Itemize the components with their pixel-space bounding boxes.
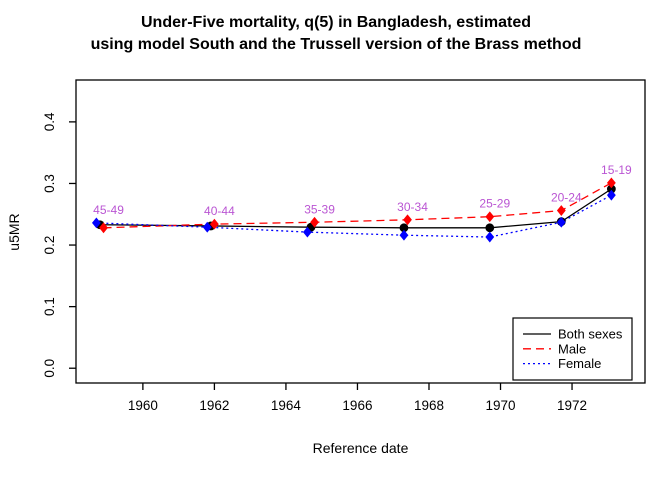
x-tick-label: 1962 xyxy=(199,398,229,413)
series-line-female xyxy=(96,194,612,238)
age-group-label: 40-44 xyxy=(204,204,235,218)
data-point-male xyxy=(99,222,108,234)
legend-box xyxy=(512,317,633,381)
y-tick-label: 0.3 xyxy=(42,174,57,193)
x-tick-label: 1970 xyxy=(485,398,515,413)
data-point-male xyxy=(485,211,495,223)
data-point-female xyxy=(556,216,566,228)
data-point-female xyxy=(302,226,312,238)
data-point-both-sexes xyxy=(606,184,616,194)
y-tick-label: 0.2 xyxy=(42,236,57,255)
x-tick-label: 1964 xyxy=(271,398,302,413)
age-group-label: 25-29 xyxy=(479,197,510,211)
age-group-label: 30-34 xyxy=(397,200,428,214)
data-point-male xyxy=(210,218,219,230)
y-tick-label: 0.0 xyxy=(42,359,57,378)
x-tick-label: 1966 xyxy=(342,398,372,413)
series-line-both-sexes xyxy=(99,188,612,229)
chart-title-line1: Under-Five mortality, q(5) in Bangladesh… xyxy=(141,14,531,31)
data-point-female xyxy=(399,229,409,241)
y-tick-label: 0.4 xyxy=(42,112,57,131)
x-tick-label: 1968 xyxy=(414,398,444,413)
age-group-label: 20-24 xyxy=(551,191,582,205)
chart-title-line2: using model South and the Trussell versi… xyxy=(90,36,582,53)
x-axis-label: Reference date xyxy=(312,440,409,456)
x-tick-label: 1972 xyxy=(557,398,587,413)
data-point-male xyxy=(556,205,566,216)
legend-entry-label: Female xyxy=(558,356,601,371)
plot-box xyxy=(75,79,646,384)
data-point-female xyxy=(202,221,212,233)
age-group-label: 45-49 xyxy=(93,203,124,217)
age-group-label: 15-19 xyxy=(601,163,632,177)
data-point-both-sexes xyxy=(399,223,409,233)
data-point-male xyxy=(606,177,616,189)
age-group-label: 35-39 xyxy=(304,202,335,216)
data-point-female xyxy=(606,189,616,201)
data-point-female xyxy=(485,231,495,243)
series-line-male xyxy=(103,182,612,229)
x-tick-label: 1960 xyxy=(128,398,158,413)
chart-title: Under-Five mortality, q(5) in Bangladesh… xyxy=(0,12,672,56)
data-point-male xyxy=(310,216,319,228)
data-point-male xyxy=(403,214,412,226)
legend-entry-label: Both sexes xyxy=(558,327,623,342)
y-tick-label: 0.1 xyxy=(42,297,57,316)
data-point-both-sexes xyxy=(485,223,495,233)
data-point-female xyxy=(91,217,101,229)
legend-entry-label: Male xyxy=(558,341,586,356)
